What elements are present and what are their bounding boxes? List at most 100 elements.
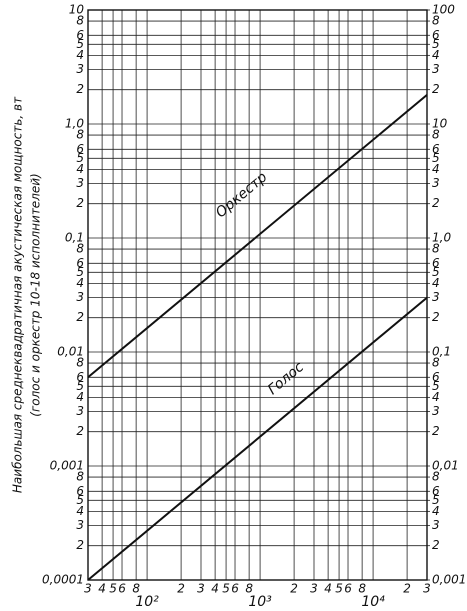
- y2-tick-label: 3: [432, 62, 440, 76]
- y2-tick-label: 4: [432, 390, 440, 404]
- y-tick-label: 3: [76, 404, 84, 418]
- y2-tick-label: 8: [432, 470, 440, 484]
- y2-tick-label: 4: [432, 276, 440, 290]
- y-tick-label: 3: [76, 518, 84, 532]
- y2-tick-label: 5: [432, 265, 440, 279]
- y-tick-label: 5: [76, 493, 84, 507]
- x-tick-label: 6: [344, 582, 352, 596]
- y-tick-label: 0,0001: [42, 573, 84, 587]
- y-axis-sublabel: (голос и оркестр 10-18 исполнителей): [29, 173, 43, 416]
- x-tick-label: 10⁴: [361, 594, 385, 610]
- y-tick-label: 8: [76, 356, 84, 370]
- y2-tick-label: 8: [432, 128, 440, 142]
- y-tick-label: 3: [76, 290, 84, 304]
- x-tick-label: 2: [290, 582, 298, 596]
- y-tick-label: 8: [76, 128, 84, 142]
- y2-tick-label: 100: [432, 3, 455, 17]
- y-tick-label: 6: [76, 370, 84, 384]
- x-tick-label: 5: [109, 582, 117, 596]
- y-tick-label: 8: [76, 14, 84, 28]
- y-tick-label: 5: [76, 151, 84, 165]
- x-tick-label: 6: [118, 582, 126, 596]
- y-tick-label: 3: [76, 176, 84, 190]
- x-tick-label: 2: [403, 582, 411, 596]
- series-label: Голос: [265, 359, 307, 398]
- y-tick-label: 8: [76, 470, 84, 484]
- series-label: Оркестр: [213, 169, 271, 221]
- y-tick-label: 4: [76, 504, 84, 518]
- y2-tick-label: 0,01: [432, 459, 459, 473]
- y-tick-label: 5: [76, 37, 84, 51]
- y-tick-label: 5: [76, 379, 84, 393]
- y-tick-label: 2: [76, 196, 84, 210]
- y-tick-label: 10: [69, 3, 85, 17]
- y2-tick-label: 2: [432, 82, 440, 96]
- y-tick-label: 2: [76, 538, 84, 552]
- y2-tick-label: 2: [432, 424, 440, 438]
- y-axis-label: Наибольшая среднеквадратичная акустическ…: [11, 96, 25, 493]
- y-tick-label: 4: [76, 48, 84, 62]
- y2-tick-label: 8: [432, 242, 440, 256]
- x-tick-label: 3: [197, 582, 205, 596]
- y2-tick-label: 8: [432, 14, 440, 28]
- y2-tick-label: 1,0: [432, 231, 451, 245]
- x-tick-label: 3: [310, 582, 318, 596]
- x-tick-label: 3: [423, 582, 431, 596]
- x-tick-label: 2: [177, 582, 185, 596]
- y2-tick-label: 3: [432, 176, 440, 190]
- y2-tick-label: 10: [432, 117, 448, 131]
- y2-tick-label: 3: [432, 404, 440, 418]
- series-line: [87, 296, 428, 581]
- y2-tick-label: 4: [432, 162, 440, 176]
- y2-tick-label: 4: [432, 504, 440, 518]
- x-tick-label: 6: [231, 582, 239, 596]
- y-tick-label: 1,0: [65, 117, 84, 131]
- y2-tick-label: 0,001: [432, 573, 466, 587]
- y2-tick-label: 3: [432, 290, 440, 304]
- y2-tick-label: 5: [432, 493, 440, 507]
- y-tick-label: 0,1: [65, 231, 84, 245]
- x-tick-label: 8: [132, 582, 140, 596]
- y2-tick-label: 5: [432, 151, 440, 165]
- y2-tick-label: 5: [432, 379, 440, 393]
- x-tick-label: 4: [98, 582, 106, 596]
- y2-tick-label: 6: [432, 28, 440, 42]
- plot-frame: [87, 9, 428, 581]
- x-tick-label: 10³: [248, 594, 272, 610]
- y-tick-label: 6: [76, 142, 84, 156]
- y-tick-label: 4: [76, 162, 84, 176]
- y2-tick-label: 8: [432, 356, 440, 370]
- x-tick-label: 5: [222, 582, 230, 596]
- x-tick-label: 4: [211, 582, 219, 596]
- y2-tick-label: 2: [432, 310, 440, 324]
- y-tick-label: 3: [76, 62, 84, 76]
- x-tick-label: 4: [324, 582, 332, 596]
- y2-tick-label: 0,1: [432, 345, 451, 359]
- y-tick-label: 4: [76, 390, 84, 404]
- y-tick-label: 2: [76, 82, 84, 96]
- y-tick-label: 5: [76, 265, 84, 279]
- y-tick-label: 2: [76, 424, 84, 438]
- y-tick-label: 0,01: [57, 345, 84, 359]
- x-tick-label: 3: [84, 582, 92, 596]
- y-tick-label: 0,001: [50, 459, 84, 473]
- x-tick-label: 5: [335, 582, 343, 596]
- y2-tick-label: 3: [432, 518, 440, 532]
- y2-tick-label: 6: [432, 142, 440, 156]
- y-tick-label: 2: [76, 310, 84, 324]
- series-line: [87, 94, 428, 379]
- y-tick-label: 6: [76, 28, 84, 42]
- y-tick-label: 8: [76, 242, 84, 256]
- y2-tick-label: 6: [432, 370, 440, 384]
- x-tick-label: 8: [245, 582, 253, 596]
- y-tick-label: 4: [76, 276, 84, 290]
- y2-tick-label: 6: [432, 256, 440, 270]
- y2-tick-label: 2: [432, 538, 440, 552]
- y-tick-label: 6: [76, 256, 84, 270]
- x-tick-label: 8: [358, 582, 366, 596]
- y-tick-label: 6: [76, 484, 84, 498]
- x-tick-label: 10²: [135, 594, 159, 610]
- y2-tick-label: 2: [432, 196, 440, 210]
- y2-tick-label: 6: [432, 484, 440, 498]
